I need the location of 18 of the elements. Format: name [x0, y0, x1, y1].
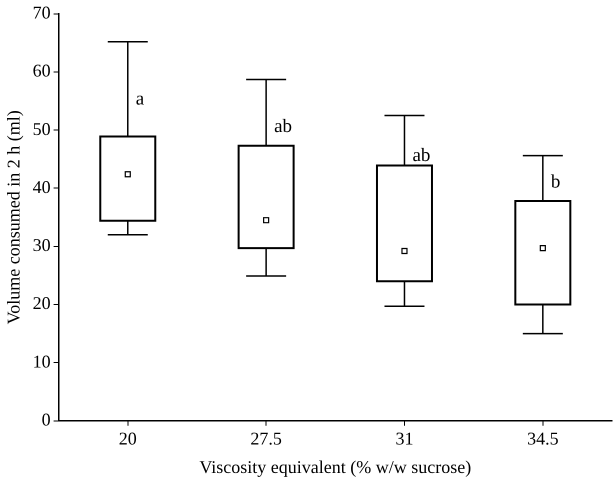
- y-tick-label: 60: [32, 60, 51, 81]
- y-tick-label: 0: [42, 410, 51, 430]
- x-tick-label: 34.5: [527, 428, 559, 448]
- y-tick-label: 70: [32, 2, 51, 23]
- x-tick-label: 20: [118, 428, 137, 448]
- y-tick-label: 10: [32, 351, 51, 372]
- y-tick-label: 40: [32, 176, 51, 197]
- annotation: ab: [412, 145, 430, 166]
- annotation: a: [136, 88, 145, 110]
- x-tick-label: 31: [395, 428, 414, 448]
- annotation: ab: [274, 116, 292, 138]
- annotation: b: [550, 171, 560, 192]
- x-tick-label: 27.5: [250, 428, 282, 448]
- y-tick-label: 30: [32, 235, 51, 256]
- y-axis-title: Volume consumed in 2 h (ml): [4, 110, 24, 324]
- y-tick-label: 50: [32, 118, 51, 139]
- y-tick-label: 20: [32, 293, 51, 314]
- x-axis-title: Viscosity equivalent (% w/w sucrose): [199, 456, 472, 477]
